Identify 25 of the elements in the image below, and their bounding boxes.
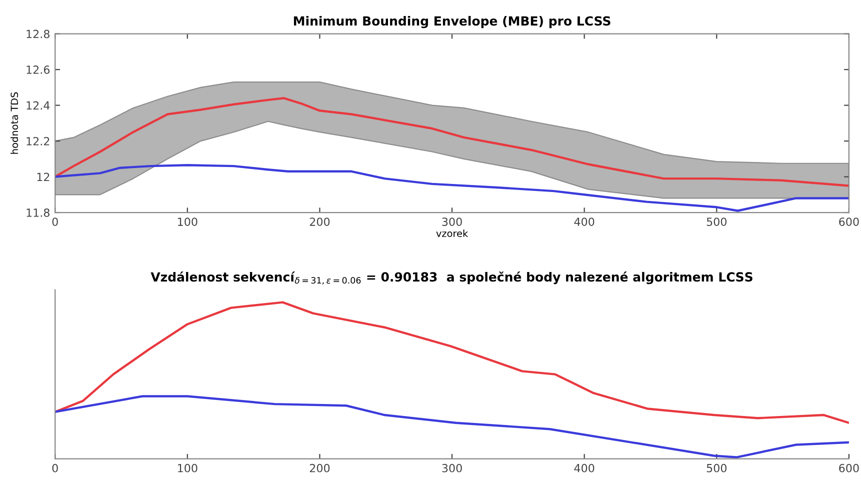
- x-tick-label: 200: [310, 464, 330, 472]
- x-tick-label: 300: [442, 464, 462, 472]
- line-series: [55, 97, 849, 187]
- x-tick-label: 0: [52, 464, 58, 472]
- y-tick-label: 12.4: [26, 101, 50, 110]
- x-tick-label: 500: [706, 218, 727, 226]
- chart-title: Minimum Bounding Envelope (MBE) pro LCSS: [294, 16, 610, 28]
- x-tick-label: 100: [178, 464, 198, 472]
- x-tick-label: 600: [839, 464, 859, 472]
- x-tick-label: 500: [706, 464, 727, 472]
- x-tick-label: 200: [310, 218, 330, 226]
- x-tick-label: 400: [574, 464, 594, 472]
- x-axis-title: vzorek: [436, 230, 468, 238]
- x-tick-label: 600: [839, 218, 859, 226]
- x-tick-label: 0: [52, 218, 58, 226]
- y-tick-label: 12.6: [26, 66, 50, 74]
- y-tick-label: 12.8: [26, 30, 50, 38]
- x-tick-label: 100: [178, 218, 198, 226]
- y-tick-label: 12.2: [26, 137, 50, 146]
- y-tick-label: 12: [37, 172, 50, 181]
- x-tick-label: 300: [442, 218, 462, 226]
- chart-title: Vzdálenost sekvencí$_{δ=31,ε=0.06}$ = 0.90183 a společné body nalezené algoritmem LCSS: [150, 271, 752, 285]
- x-tick-label: 400: [574, 218, 594, 226]
- y-axis-title: hodnota TDS: [10, 92, 18, 154]
- y-tick-label: 11.8: [26, 208, 50, 217]
